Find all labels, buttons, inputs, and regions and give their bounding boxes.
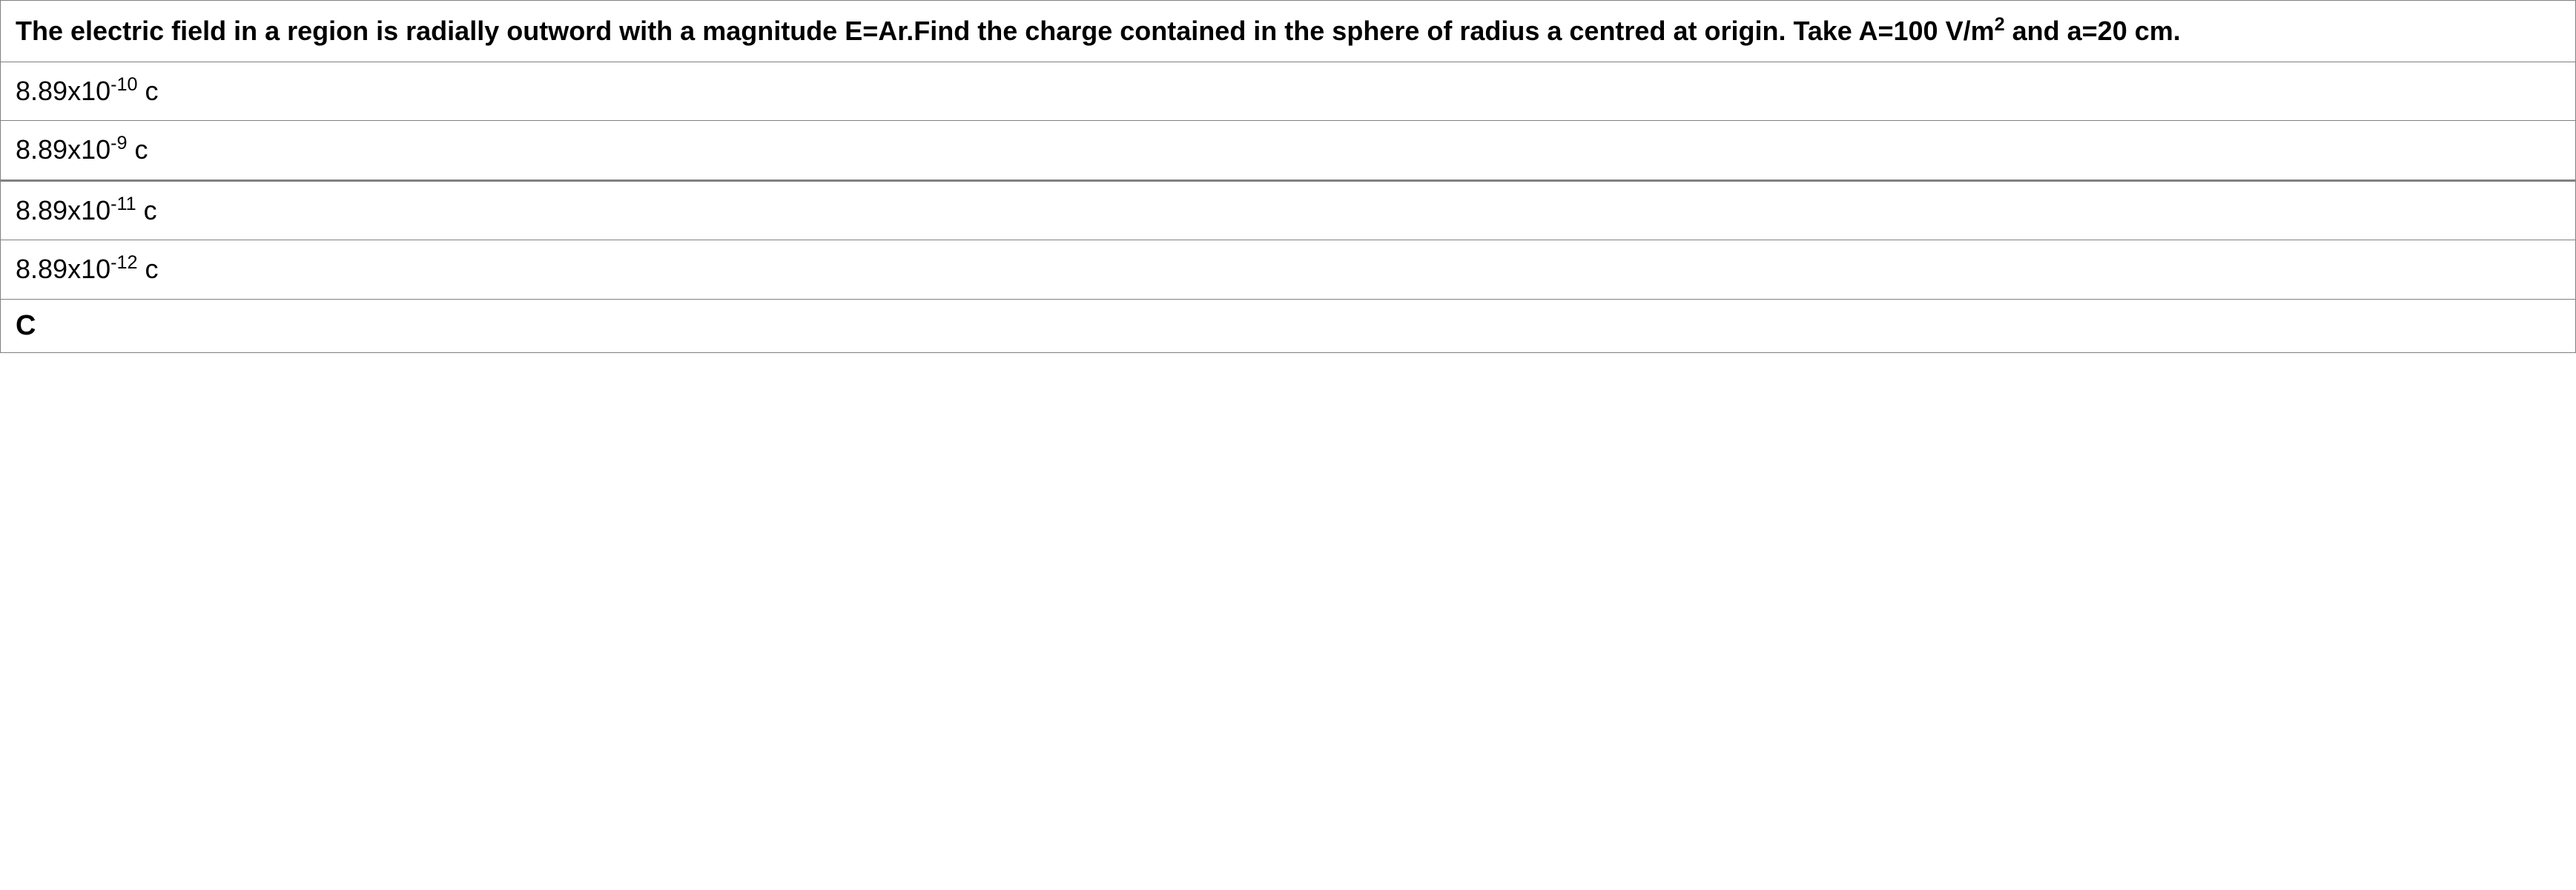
option-text-1: 8.89x10-10 c [1, 62, 2576, 121]
option-row-4: 8.89x10-12 c [1, 240, 2576, 299]
option-text-2: 8.89x10-9 c [1, 121, 2576, 180]
question-row: The electric field in a region is radial… [1, 1, 2576, 62]
answer-row: C [1, 299, 2576, 352]
option-row-2: 8.89x10-9 c [1, 121, 2576, 180]
question-text: The electric field in a region is radial… [1, 1, 2576, 62]
option-row-1: 8.89x10-10 c [1, 62, 2576, 121]
option-text-3: 8.89x10-11 c [1, 180, 2576, 240]
answer-text: C [1, 299, 2576, 352]
option-row-3: 8.89x10-11 c [1, 180, 2576, 240]
option-text-4: 8.89x10-12 c [1, 240, 2576, 299]
question-table: The electric field in a region is radial… [0, 0, 2576, 353]
